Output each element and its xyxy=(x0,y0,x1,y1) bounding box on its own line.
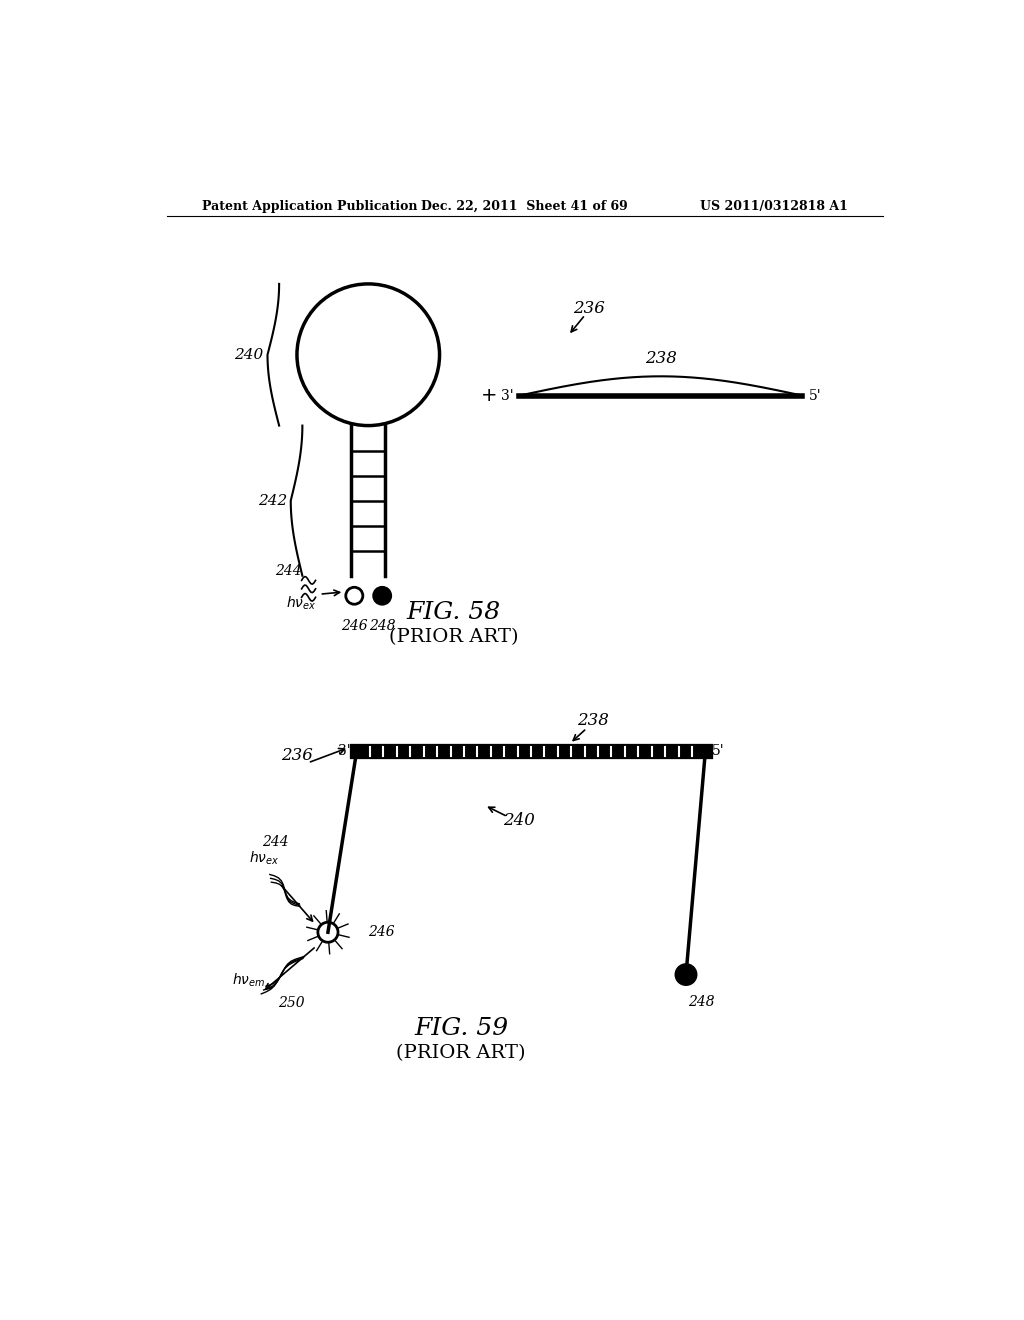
Text: 244: 244 xyxy=(262,836,289,849)
Text: 244: 244 xyxy=(275,564,302,578)
Circle shape xyxy=(317,923,338,942)
Text: 238: 238 xyxy=(578,711,609,729)
Circle shape xyxy=(346,587,362,605)
Text: 242: 242 xyxy=(258,494,287,508)
Text: 3': 3' xyxy=(501,388,513,403)
Circle shape xyxy=(374,587,391,605)
Text: Patent Application Publication: Patent Application Publication xyxy=(202,199,417,213)
Text: 238: 238 xyxy=(645,350,677,367)
Circle shape xyxy=(676,965,696,985)
Text: $h\nu_{ex}$: $h\nu_{ex}$ xyxy=(249,849,280,867)
Text: 240: 240 xyxy=(504,812,536,829)
Text: 246: 246 xyxy=(369,925,395,940)
Text: 3': 3' xyxy=(338,744,350,758)
Text: $h\nu_{ex}$: $h\nu_{ex}$ xyxy=(287,595,316,612)
Text: 250: 250 xyxy=(278,997,304,1010)
Text: +: + xyxy=(481,385,498,405)
Text: (PRIOR ART): (PRIOR ART) xyxy=(389,628,518,647)
Text: $h\nu_{em}$: $h\nu_{em}$ xyxy=(232,972,265,989)
Text: 240: 240 xyxy=(234,347,263,362)
Text: 236: 236 xyxy=(281,747,313,764)
Text: 5': 5' xyxy=(809,388,821,403)
Text: (PRIOR ART): (PRIOR ART) xyxy=(396,1044,526,1063)
Text: 236: 236 xyxy=(573,300,605,317)
Text: FIG. 58: FIG. 58 xyxy=(407,601,501,624)
Text: US 2011/0312818 A1: US 2011/0312818 A1 xyxy=(700,199,848,213)
Text: 248: 248 xyxy=(688,994,715,1008)
Text: FIG. 59: FIG. 59 xyxy=(414,1016,508,1040)
Text: Dec. 22, 2011  Sheet 41 of 69: Dec. 22, 2011 Sheet 41 of 69 xyxy=(422,199,628,213)
Text: 246: 246 xyxy=(341,619,368,632)
Text: 248: 248 xyxy=(369,619,395,632)
Text: 5': 5' xyxy=(712,744,724,758)
